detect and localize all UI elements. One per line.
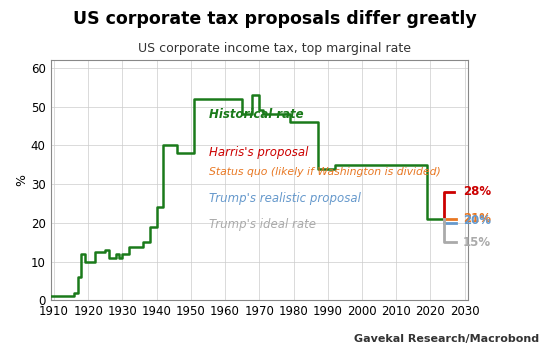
Text: Trump's ideal rate: Trump's ideal rate (209, 218, 316, 231)
Text: 20%: 20% (463, 214, 491, 227)
Text: Gavekal Research/Macrobond: Gavekal Research/Macrobond (354, 333, 539, 344)
Text: Trump's realistic proposal: Trump's realistic proposal (209, 192, 361, 205)
Text: 15%: 15% (463, 236, 491, 249)
Text: US corporate tax proposals differ greatly: US corporate tax proposals differ greatl… (73, 10, 477, 28)
Text: 21%: 21% (463, 212, 491, 226)
Text: 28%: 28% (463, 185, 491, 198)
Text: Historical rate: Historical rate (209, 108, 304, 121)
Y-axis label: %: % (15, 174, 28, 186)
Text: Harris's proposal: Harris's proposal (209, 146, 309, 159)
Text: US corporate income tax, top marginal rate: US corporate income tax, top marginal ra… (139, 42, 411, 54)
Text: Status quo (likely if Washington is divided): Status quo (likely if Washington is divi… (209, 167, 441, 177)
